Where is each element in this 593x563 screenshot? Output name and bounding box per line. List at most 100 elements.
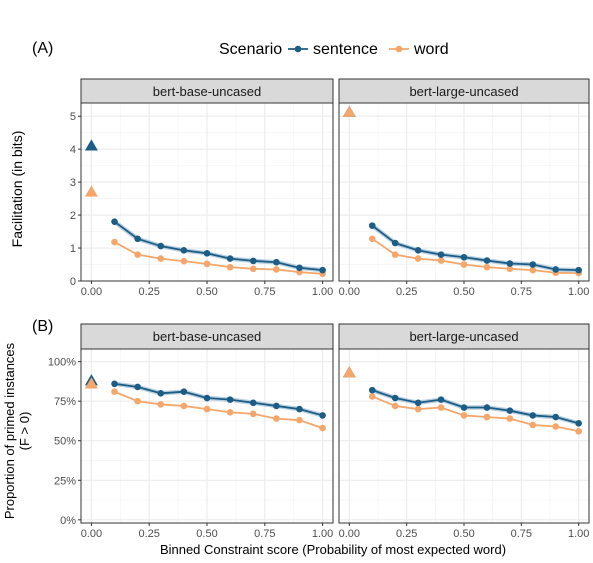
point-word <box>249 265 257 273</box>
x-tick-label: 0.75 <box>511 286 532 298</box>
point-word <box>529 266 537 274</box>
x-tick-label: 1.00 <box>312 528 333 540</box>
x-tick-label: 0.50 <box>196 528 217 540</box>
point-word <box>226 263 234 271</box>
point-sentence <box>203 394 211 402</box>
point-word <box>273 266 280 273</box>
y-axis-title-b-line1: Proportion of primed instances <box>2 342 17 519</box>
facet-title: bert-large-uncased <box>409 84 518 99</box>
point-sentence <box>391 239 399 247</box>
zero-marker-word <box>342 105 356 117</box>
x-tick-label: 0.00 <box>81 286 102 298</box>
point-sentence <box>273 258 280 266</box>
y-tick-label: 0% <box>60 515 76 527</box>
point-word <box>414 255 422 262</box>
point-word <box>319 424 326 432</box>
point-word <box>437 257 445 264</box>
y-tick-label: 1 <box>70 243 76 255</box>
series-line-word <box>114 390 323 429</box>
point-word <box>483 263 491 271</box>
x-tick-label: 0.75 <box>511 528 532 540</box>
point-sentence <box>552 413 560 421</box>
x-tick-label: 1.00 <box>568 286 589 298</box>
point-sentence <box>249 399 257 407</box>
point-word <box>368 235 376 243</box>
point-sentence <box>529 261 537 268</box>
point-sentence <box>111 218 118 225</box>
point-sentence <box>319 266 326 274</box>
point-word <box>203 260 211 268</box>
point-word <box>249 410 257 418</box>
series-line-sentence <box>114 382 323 417</box>
point-sentence <box>460 253 468 261</box>
x-tick-label: 0.00 <box>339 528 360 540</box>
point-sentence <box>226 255 234 262</box>
y-tick-label: 75% <box>54 396 76 408</box>
legend-key-sentence <box>288 39 308 59</box>
facet-b-bert-large: bert-large-uncased 0.00 0.25 0.50 0.75 1.00 <box>338 323 590 540</box>
point-sentence <box>249 257 257 265</box>
y-axis-title-b-line2: (F > 0) <box>17 412 32 451</box>
point-word <box>575 427 582 435</box>
series-line-word <box>114 241 323 275</box>
point-sentence <box>483 404 491 411</box>
x-tick-label: 1.00 <box>312 286 333 298</box>
point-word <box>296 416 303 424</box>
point-sentence <box>483 257 491 264</box>
panel-label-b: (B) <box>32 318 53 335</box>
point-word <box>529 421 537 429</box>
point-word <box>111 238 118 246</box>
series-line-word <box>371 395 579 433</box>
x-tick-label: 0.75 <box>254 286 275 298</box>
x-tick-label: 0.25 <box>138 528 159 540</box>
point-word <box>391 402 399 410</box>
point-sentence <box>575 266 582 274</box>
point-word <box>111 388 118 396</box>
point-sentence <box>296 264 303 272</box>
y-axis-title-a: Facilitation (in bits) <box>9 131 25 248</box>
y-tick-label: 25% <box>54 475 76 487</box>
point-sentence <box>506 260 514 267</box>
point-word <box>157 255 165 262</box>
x-tick-label: 0.25 <box>396 528 417 540</box>
point-word <box>273 415 280 422</box>
point-word <box>134 397 141 405</box>
point-sentence <box>111 380 118 388</box>
point-word <box>226 408 234 416</box>
facet-strip <box>338 78 590 104</box>
point-word <box>460 412 468 419</box>
point-sentence <box>203 250 211 257</box>
y-tick-label: 100% <box>48 357 76 369</box>
x-tick-label: 0.25 <box>396 286 417 298</box>
point-sentence <box>460 404 468 411</box>
y-tick-label: 50% <box>54 436 76 448</box>
point-sentence <box>506 407 514 414</box>
point-sentence <box>157 242 165 250</box>
point-word <box>460 261 468 268</box>
point-sentence <box>552 266 560 273</box>
y-tick-label: 3 <box>70 177 76 189</box>
point-word <box>391 251 399 258</box>
point-sentence <box>157 389 165 397</box>
point-word <box>506 265 514 273</box>
zero-marker-sentence <box>84 139 98 151</box>
facet-b-bert-base: bert-base-uncased 0.00 0.25 0.50 0.75 1.00 0% 2… <box>48 323 334 540</box>
legend-key-word <box>389 45 409 53</box>
point-sentence <box>273 402 280 410</box>
legend-title: Scenario <box>219 41 282 58</box>
point-word <box>368 393 376 400</box>
y-tick-label: 0 <box>70 276 76 288</box>
point-word <box>414 405 422 413</box>
point-word <box>157 401 165 408</box>
y-tick-label: 2 <box>70 210 76 222</box>
point-sentence <box>180 388 188 396</box>
point-sentence <box>368 222 376 229</box>
point-sentence <box>134 383 141 391</box>
x-tick-label: 0.00 <box>339 286 360 298</box>
point-sentence <box>319 412 326 419</box>
point-word <box>134 251 141 258</box>
x-tick-label: 0.75 <box>254 528 275 540</box>
x-tick-label: 0.25 <box>138 286 159 298</box>
point-sentence <box>368 386 376 394</box>
